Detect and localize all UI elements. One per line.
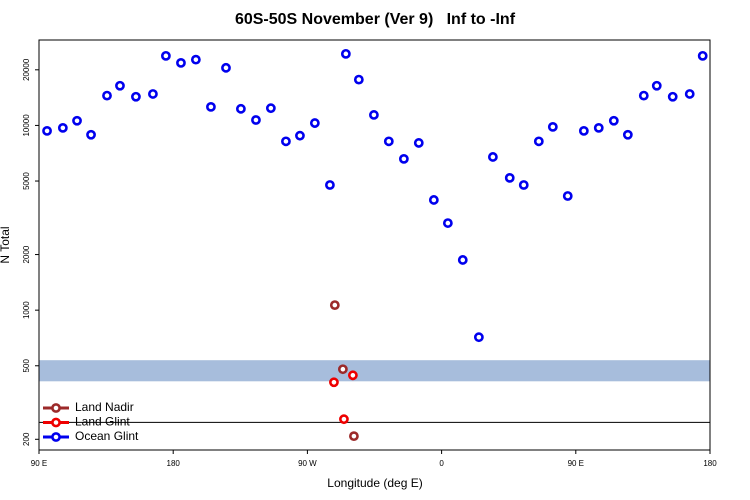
data-point <box>593 122 604 133</box>
data-point <box>309 118 320 128</box>
data-point <box>518 180 529 190</box>
y-tick-label: 20000 <box>22 58 31 81</box>
data-point <box>504 172 515 183</box>
data-point <box>251 115 261 125</box>
data-point <box>72 115 82 126</box>
data-point <box>608 115 619 126</box>
data-point <box>349 431 359 442</box>
x-tick-label: 180 <box>703 459 717 468</box>
data-point <box>353 74 364 85</box>
data-point <box>383 136 394 147</box>
y-tick-label: 10000 <box>22 114 31 137</box>
data-point <box>115 80 125 91</box>
legend-marker <box>51 417 61 428</box>
data-point <box>622 129 633 140</box>
data-point <box>347 370 358 381</box>
legend-label: Ocean Glint <box>75 429 139 443</box>
data-point <box>329 377 339 388</box>
data-point <box>176 57 186 68</box>
shaded-band <box>39 360 710 382</box>
data-point <box>638 90 649 101</box>
data-point <box>398 153 409 164</box>
data-point <box>148 89 158 99</box>
legend-marker <box>51 432 61 442</box>
data-point <box>651 80 662 91</box>
data-point <box>684 89 695 99</box>
x-axis-label: Longitude (deg E) <box>327 476 422 490</box>
x-tick-label: 90 W <box>298 459 317 468</box>
data-point <box>413 138 424 148</box>
data-point <box>206 101 216 112</box>
x-tick-label: 180 <box>167 459 181 468</box>
data-point <box>369 110 379 120</box>
data-point <box>281 136 291 147</box>
data-point <box>339 414 349 425</box>
data-point <box>473 332 484 343</box>
data-point <box>337 364 348 375</box>
data-point <box>325 180 335 190</box>
data-point <box>190 54 201 65</box>
legend-label: Land Nadir <box>75 400 134 414</box>
y-tick-label: 5000 <box>22 172 31 190</box>
data-point <box>340 48 351 59</box>
data-point <box>457 255 468 265</box>
y-axis-label: N Total <box>0 226 12 263</box>
x-tick-label: 0 <box>439 459 444 468</box>
data-point <box>578 126 589 136</box>
legend-label: Land Glint <box>75 415 130 429</box>
y-tick-label: 200 <box>22 432 31 446</box>
data-point <box>160 50 171 61</box>
data-point <box>131 91 141 102</box>
data-point <box>428 195 439 205</box>
chart-title: 60S-50S November (Ver 9) Inf to -Inf <box>235 11 516 28</box>
data-point <box>547 121 558 132</box>
data-point <box>487 152 498 162</box>
data-point <box>562 191 573 201</box>
data-point <box>533 136 544 147</box>
data-point <box>86 129 96 140</box>
data-point <box>235 103 246 114</box>
data-point <box>295 130 305 141</box>
data-point <box>667 91 678 102</box>
x-tick-label: 90 E <box>568 459 584 468</box>
data-point <box>57 122 68 133</box>
data-point <box>265 103 276 114</box>
data-point <box>42 126 52 136</box>
data-point <box>697 50 708 61</box>
y-tick-label: 500 <box>22 359 31 373</box>
data-point <box>329 300 340 311</box>
data-point <box>442 218 453 228</box>
legend-marker <box>51 403 61 413</box>
y-tick-label: 2000 <box>22 245 31 263</box>
plot-frame <box>38 39 711 451</box>
data-point <box>221 62 231 73</box>
x-tick-label: 90 E <box>31 459 47 468</box>
data-point <box>102 90 112 101</box>
y-tick-label: 1000 <box>22 301 31 319</box>
